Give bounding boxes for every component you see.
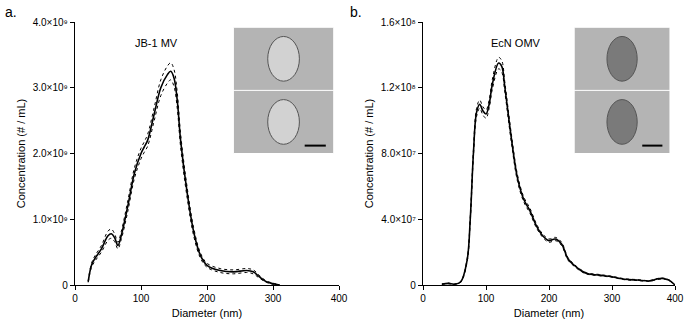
svg-text:0: 0 [420,293,426,304]
svg-text:b.: b. [350,4,362,20]
svg-text:0: 0 [410,280,416,291]
svg-text:0: 0 [72,293,78,304]
svg-text:a.: a. [5,4,17,20]
svg-text:1.2×10⁸: 1.2×10⁸ [381,82,416,93]
svg-text:100: 100 [478,293,495,304]
svg-text:400: 400 [667,293,684,304]
svg-text:0: 0 [62,280,68,291]
svg-text:JB-1 MV: JB-1 MV [135,37,178,49]
svg-text:8.0×10⁷: 8.0×10⁷ [381,148,416,159]
svg-text:3.0×10⁹: 3.0×10⁹ [33,82,68,93]
svg-text:300: 300 [604,293,621,304]
svg-text:100: 100 [133,293,150,304]
svg-text:Concentration (# / mL): Concentration (# / mL) [15,99,27,208]
svg-text:200: 200 [541,293,558,304]
svg-text:Concentration (# / mL): Concentration (# / mL) [363,99,375,208]
svg-text:2.0×10⁹: 2.0×10⁹ [33,148,68,159]
svg-text:200: 200 [199,293,216,304]
svg-text:4.0×10⁹: 4.0×10⁹ [33,17,68,28]
svg-text:4.0×10⁷: 4.0×10⁷ [381,214,416,225]
svg-text:Diameter (nm): Diameter (nm) [172,307,242,319]
svg-text:300: 300 [265,293,282,304]
svg-text:1.6×10⁸: 1.6×10⁸ [381,17,416,28]
svg-text:1.0×10⁹: 1.0×10⁹ [33,214,68,225]
svg-text:400: 400 [331,293,348,304]
svg-text:Diameter (nm): Diameter (nm) [514,307,584,319]
svg-text:EcN OMV: EcN OMV [491,37,541,49]
